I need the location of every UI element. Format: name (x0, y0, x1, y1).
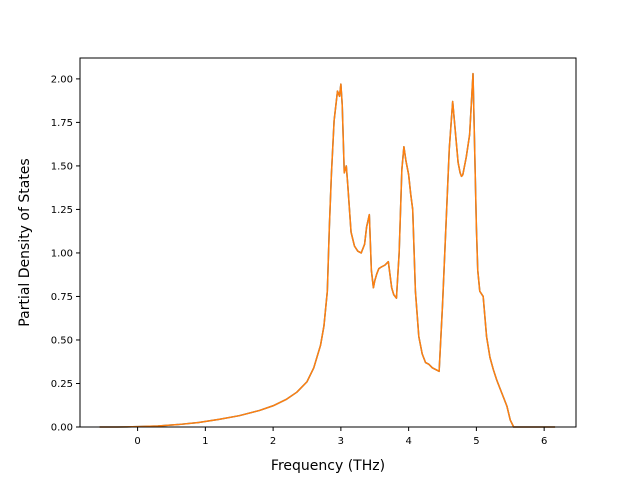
x-tick-label: 4 (405, 436, 411, 447)
y-tick-label: 0.00 (51, 423, 73, 434)
y-tick-label: 0.25 (51, 379, 73, 390)
y-tick-label: 1.50 (51, 161, 73, 172)
x-tick-label: 1 (202, 436, 208, 447)
y-tick-label: 0.75 (51, 292, 73, 303)
x-tick-label: 6 (541, 436, 547, 447)
y-tick-label: 0.50 (51, 335, 73, 346)
x-tick-label: 0 (134, 436, 140, 447)
y-axis-title: Partial Density of States (17, 158, 33, 326)
y-tick-label: 1.75 (51, 118, 73, 129)
plot-frame (79, 57, 577, 428)
y-tick-label: 2.00 (51, 74, 73, 85)
y-tick-label: 1.25 (51, 205, 73, 216)
y-axis: 0.00 0.25 0.50 0.75 1.00 1.25 1.50 1.75 2.00 (51, 74, 80, 434)
x-tick-label: 3 (338, 436, 344, 447)
series-layer (99, 72, 556, 428)
series-line-2 (99, 72, 556, 428)
x-axis-title: Frequency (THz) (271, 458, 385, 474)
y-tick-label: 1.00 (51, 248, 73, 259)
x-axis: 0 1 2 3 4 5 6 (134, 427, 547, 447)
x-tick-label: 5 (473, 436, 479, 447)
x-tick-label: 2 (270, 436, 276, 447)
